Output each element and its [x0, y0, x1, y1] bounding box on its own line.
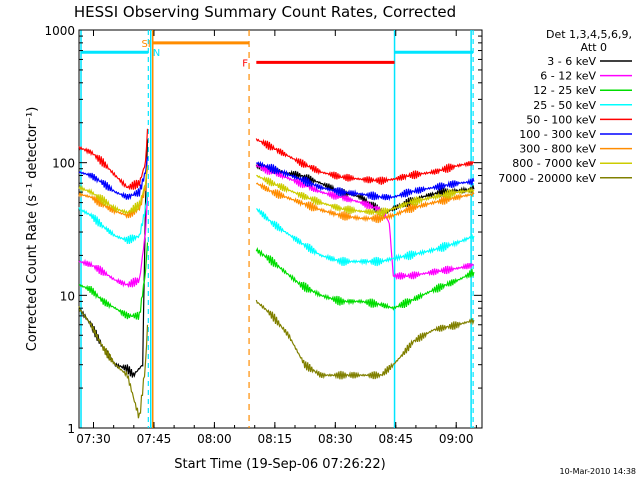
legend-label-7: 800 - 7000 keV — [512, 157, 596, 170]
legend-label-5: 100 - 300 keV — [519, 128, 596, 141]
plot-frame — [78, 29, 483, 429]
series-1-segment-1 — [255, 163, 475, 281]
x-tick-label-5: 08:45 — [378, 432, 413, 446]
series-4-segment-0 — [78, 128, 149, 191]
legend-label-0: 3 - 6 keV — [547, 55, 596, 68]
x-tick-label-3: 08:15 — [258, 432, 293, 446]
legend-title-line1: Det 1,3,4,5,6,9, — [546, 28, 632, 41]
series-7-segment-1 — [256, 174, 475, 217]
flag-label-1: N — [153, 48, 160, 59]
legend-label-4: 50 - 100 keV — [526, 113, 596, 126]
series-5-segment-0 — [78, 157, 149, 200]
y-tick-label-2: 100 — [52, 157, 75, 171]
y-tick-label-3: 1000 — [44, 24, 75, 38]
x-tick-label-2: 08:00 — [197, 432, 232, 446]
series-1-segment-0 — [78, 197, 149, 289]
timestamp: 10-Mar-2010 14:38 — [560, 467, 637, 476]
x-tick-label-4: 08:30 — [318, 432, 353, 446]
y-axis-label: Corrected Count Rate (s⁻¹ detector⁻¹) — [25, 107, 40, 352]
top-bars — [81, 41, 474, 64]
x-tick-label-6: 09:00 — [439, 432, 474, 446]
legend: Det 1,3,4,5,6,9, Att 0 3 - 6 keV 6 - 12 k… — [498, 28, 632, 185]
legend-label-6: 300 - 800 keV — [519, 143, 596, 156]
y-tick-label-0: 1 — [67, 422, 75, 436]
legend-label-1: 6 - 12 keV — [540, 70, 596, 83]
legend-label-3: 25 - 50 keV — [533, 99, 596, 112]
flag-label-2: F — [242, 58, 248, 69]
series-7-segment-0 — [78, 165, 149, 215]
y-tick-label-1: 10 — [60, 289, 75, 303]
series-2-segment-1 — [255, 246, 475, 311]
x-axis: 07:30 07:45 08:00 08:15 08:30 08:45 09:00 — [76, 30, 477, 446]
series-2-segment-0 — [78, 242, 149, 320]
legend-title-line2: Att 0 — [581, 41, 607, 54]
series-3-segment-1 — [255, 208, 475, 267]
flags: SIN F — [141, 39, 248, 70]
y-axis: 1 10 100 1000 — [44, 24, 482, 436]
legend-label-2: 12 - 25 keV — [533, 84, 596, 97]
flag-label-0: SI — [141, 39, 150, 50]
x-axis-label: Start Time (19-Sep-06 07:26:22) — [174, 457, 385, 472]
series-5-segment-1 — [255, 160, 475, 202]
series-lines — [78, 128, 475, 419]
x-tick-label-0: 07:30 — [76, 432, 111, 446]
series-8-segment-1 — [255, 299, 475, 380]
series-3-segment-0 — [78, 192, 149, 244]
x-tick-label-1: 07:45 — [137, 432, 172, 446]
series-4-segment-1 — [255, 138, 475, 185]
series-8-segment-0 — [78, 305, 149, 419]
vertical-lines — [80, 30, 474, 428]
chart-title: HESSI Observing Summary Count Rates, Cor… — [74, 3, 456, 21]
series-6-segment-1 — [255, 182, 475, 224]
legend-label-8: 7000 - 20000 keV — [498, 172, 596, 185]
